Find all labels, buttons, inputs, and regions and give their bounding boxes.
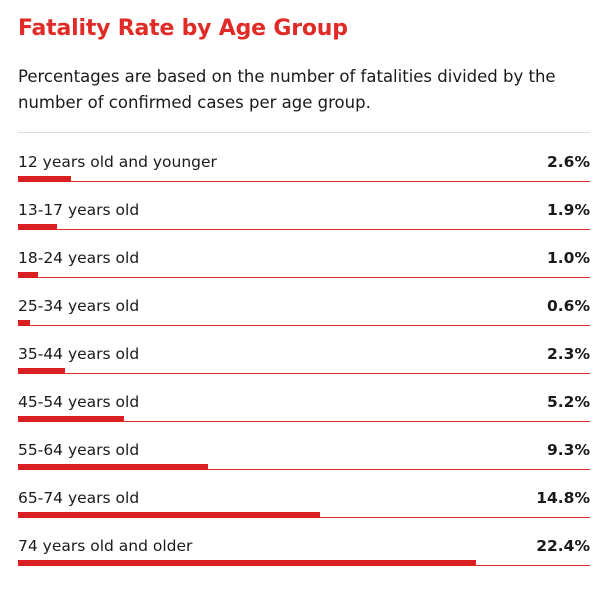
bar [18,416,125,422]
value-label: 2.3% [547,345,590,363]
bar [18,224,57,230]
category-label: 35-44 years old [18,345,140,363]
bar [18,320,31,326]
bar-baseline [18,469,590,470]
chart-subtitle: Percentages are based on the number of f… [18,67,556,112]
value-label: 9.3% [547,441,590,459]
category-label: 45-54 years old [18,393,140,411]
bar [18,512,321,518]
bar [18,368,65,374]
bar-baseline [18,181,590,182]
category-label: 74 years old and older [18,537,193,555]
bar-baseline [18,229,590,230]
bar-row: 35-44 years old 2.3% [18,340,590,388]
value-label: 5.2% [547,393,590,411]
bar-baseline [18,277,590,278]
bar-row: 45-54 years old 5.2% [18,388,590,436]
value-label: 14.8% [536,489,590,507]
bar [18,464,208,470]
bar-baseline [18,373,590,374]
bar [18,272,39,278]
value-label: 1.0% [547,249,590,267]
bar [18,176,72,182]
value-label: 1.9% [547,201,590,219]
category-label: 55-64 years old [18,441,140,459]
header-divider [18,132,590,133]
category-label: 65-74 years old [18,489,140,507]
bar-baseline [18,421,590,422]
bar-row: 65-74 years old 14.8% [18,484,590,532]
bar-row: 74 years old and older 22.4% [18,532,590,580]
category-label: 18-24 years old [18,249,140,267]
bar-rows: 12 years old and younger 2.6% 13-17 years … [18,148,590,580]
bar-row: 12 years old and younger 2.6% [18,148,590,196]
category-label: 13-17 years old [18,201,140,219]
bar [18,560,476,566]
bar-baseline [18,325,590,326]
bar-row: 13-17 years old 1.9% [18,196,590,244]
category-label: 12 years old and younger [18,153,217,171]
category-label: 25-34 years old [18,297,140,315]
value-label: 22.4% [536,537,590,555]
bar-row: 25-34 years old 0.6% [18,292,590,340]
bar-row: 18-24 years old 1.0% [18,244,590,292]
chart-title: Fatality Rate by Age Group [18,16,348,41]
value-label: 2.6% [547,153,590,171]
value-label: 0.6% [547,297,590,315]
bar-row: 55-64 years old 9.3% [18,436,590,484]
